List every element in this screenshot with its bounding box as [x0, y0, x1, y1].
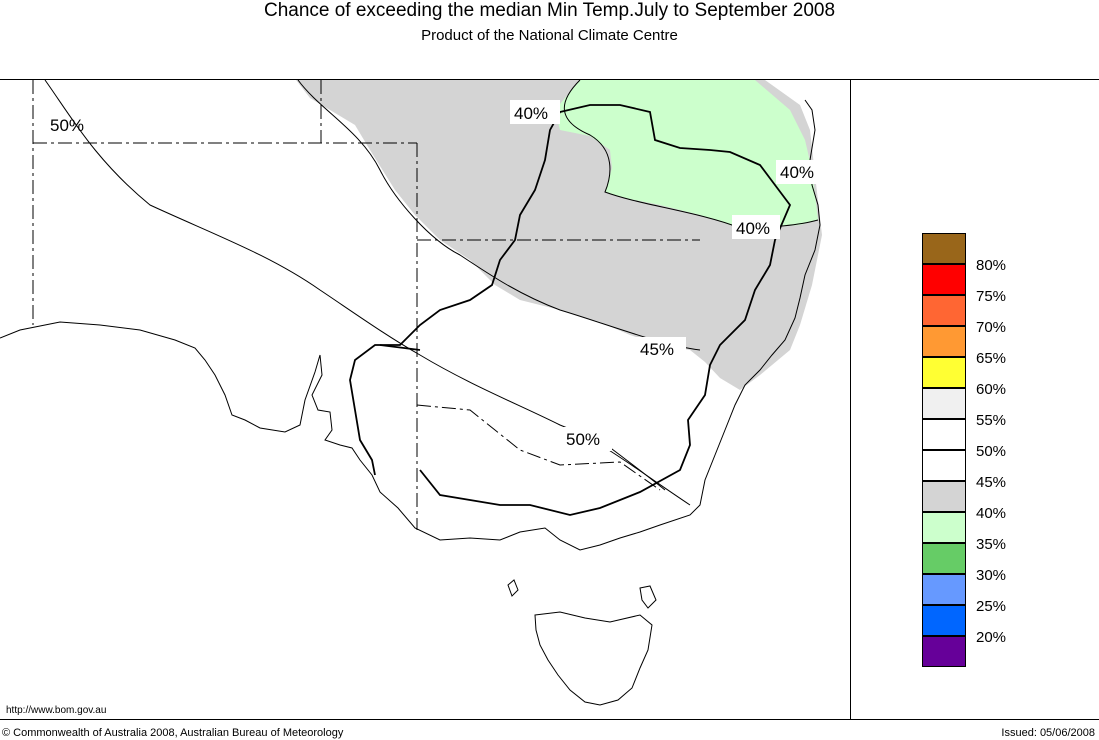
region-35-40	[555, 80, 818, 228]
map-subtitle: Product of the National Climate Centre	[421, 27, 678, 44]
legend-label: 35%	[976, 536, 1007, 553]
legend-label: 65%	[976, 350, 1007, 367]
legend-label: 25%	[976, 598, 1007, 615]
legend-swatch	[922, 388, 966, 419]
contour-45	[297, 79, 701, 351]
legend-label: 30%	[976, 567, 1007, 584]
label-40-ne: 40%	[780, 163, 814, 182]
legend-swatch	[922, 481, 966, 512]
contour-label-50-nw: 50%	[50, 116, 84, 135]
label-50-nw: 50%	[50, 116, 84, 135]
coastline-tasmania	[534, 611, 653, 706]
source-url[interactable]: http://www.bom.gov.au	[6, 705, 107, 716]
legend-label: 45%	[976, 474, 1007, 491]
legend-label: 20%	[976, 629, 1007, 646]
contour-label-40-e: 40%	[732, 215, 780, 239]
legend-swatch	[922, 233, 966, 264]
map-frame	[0, 79, 1099, 720]
island-flinders	[639, 585, 657, 609]
copyright: © Commonwealth of Australia 2008, Austra…	[2, 727, 344, 739]
legend-swatch	[922, 450, 966, 481]
legend-swatch	[922, 357, 966, 388]
legend-swatch	[922, 264, 966, 295]
label-50-s: 50%	[566, 430, 600, 449]
legend-swatch	[922, 326, 966, 357]
legend-label: 55%	[976, 412, 1007, 429]
legend-label: 40%	[976, 505, 1007, 522]
map-title: Chance of exceeding the median Min Temp.…	[263, 0, 836, 21]
contour-label-40-n: 40%	[510, 100, 560, 124]
state-borders	[32, 80, 700, 530]
label-45: 45%	[640, 340, 674, 359]
contour-label-50-s: 50%	[562, 427, 612, 451]
legend-label: 80%	[976, 257, 1007, 274]
legend-label: 75%	[976, 288, 1007, 305]
legend-divider	[850, 79, 851, 720]
legend-label: 60%	[976, 381, 1007, 398]
legend-swatch	[922, 605, 966, 636]
coastline-mainland	[0, 99, 821, 551]
legend-swatch	[922, 543, 966, 574]
legend-label: 70%	[976, 319, 1007, 336]
issued-date: Issued: 05/06/2008	[1001, 727, 1095, 739]
legend-label: 50%	[976, 443, 1007, 460]
island-king	[507, 579, 519, 597]
legend-swatch	[922, 636, 966, 667]
contour-label-45: 45%	[636, 337, 686, 361]
label-40-e: 40%	[736, 219, 770, 238]
legend-swatch	[922, 419, 966, 450]
legend-swatch	[922, 512, 966, 543]
legend-swatch	[922, 574, 966, 605]
label-40-n: 40%	[514, 104, 548, 123]
contour-label-40-ne: 40%	[776, 160, 824, 184]
legend-swatch	[922, 295, 966, 326]
region-borders	[349, 104, 792, 516]
map-canvas: 50% 40% 40% 40% 45% 50%	[0, 79, 824, 706]
